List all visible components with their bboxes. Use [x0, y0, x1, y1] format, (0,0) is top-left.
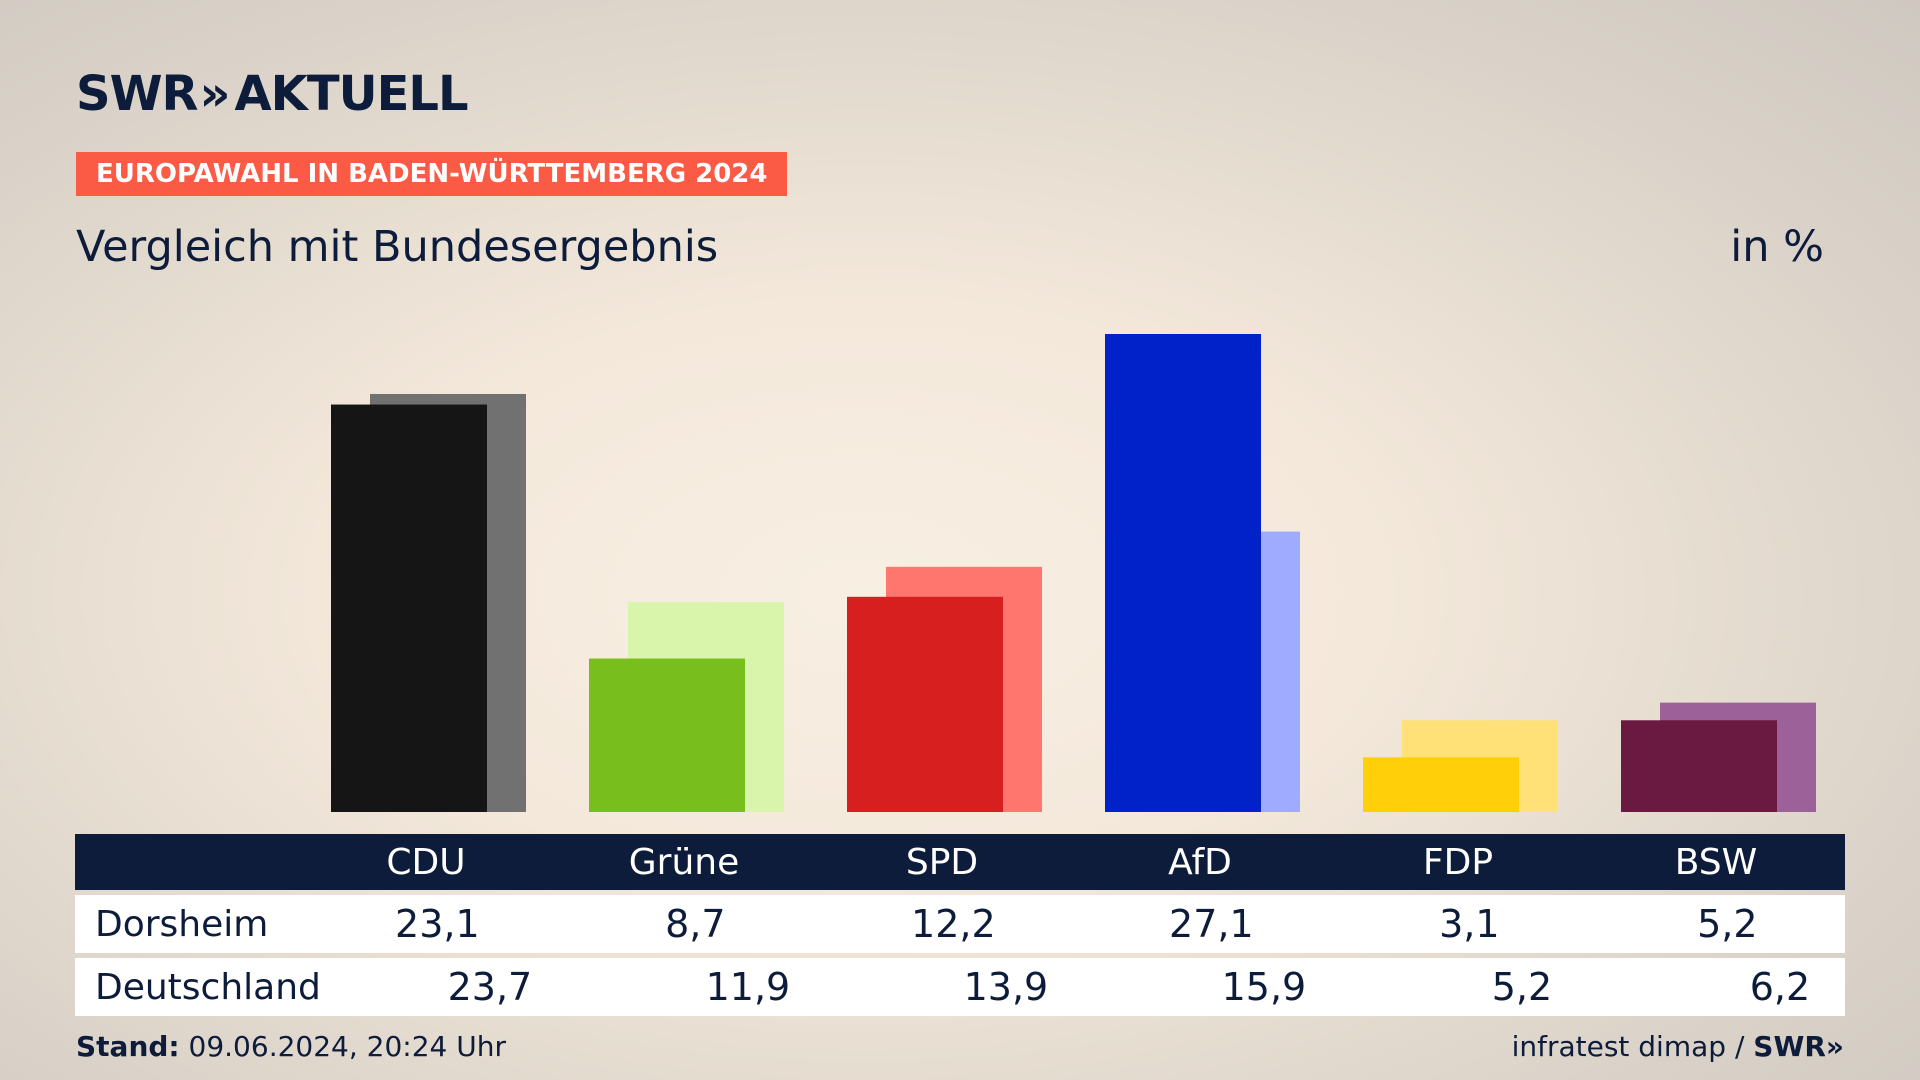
logo-suffix: AKTUELL [234, 66, 469, 122]
column-header-fdp: FDP [1422, 841, 1494, 883]
column-header-afd: AfD [1168, 841, 1232, 883]
bar-dorsheim-spd [847, 596, 1003, 812]
row-label: Dorsheim [95, 903, 269, 945]
table-cell: 23,7 [447, 965, 533, 1009]
table-header: CDU Grüne SPD AfD FDP BSW [75, 834, 1845, 890]
timestamp: Stand: 09.06.2024, 20:24 Uhr [76, 1030, 506, 1063]
bar-dorsheim-fdp [1363, 757, 1519, 812]
table-cell: 8,7 [665, 902, 726, 946]
results-table: CDU Grüne SPD AfD FDP BSW Dorsheim 23,1 8,7 1… [75, 834, 1845, 1016]
table-cell: 15,9 [1221, 965, 1307, 1009]
election-tagline: EUROPAWAHL IN BADEN-WÜRTTEMBERG 2024 [76, 152, 788, 196]
stand-label: Stand: [76, 1030, 180, 1063]
source-text: infratest dimap / [1511, 1030, 1745, 1063]
table-row-national: Deutschland 23,7 11,9 13,9 15,9 5,2 6,2 [75, 958, 1845, 1016]
unit-label: in % [1730, 222, 1824, 272]
bar-dorsheim-grüne [589, 658, 745, 812]
table-cell: 27,1 [1169, 902, 1254, 946]
bar-dorsheim-afd [1105, 334, 1261, 812]
table-row-local: Dorsheim 23,1 8,7 12,2 27,1 3,1 5,2 [75, 895, 1845, 953]
stand-value: 09.06.2024, 20:24 Uhr [188, 1030, 506, 1063]
bar-dorsheim-cdu [331, 404, 487, 812]
column-header-cdu: CDU [386, 841, 466, 883]
bar-chart [331, 334, 1816, 812]
table-cell: 13,9 [963, 965, 1049, 1009]
table-cell: 3,1 [1439, 902, 1500, 946]
table-cell: 11,9 [705, 965, 791, 1009]
table-cell: 6,2 [1749, 965, 1811, 1009]
table-header-cells: CDU Grüne SPD AfD FDP BSW [297, 842, 1845, 883]
source-brand: SWR» [1753, 1030, 1844, 1063]
row-cells: 23,7 11,9 13,9 15,9 5,2 6,2 [361, 965, 1909, 1009]
column-header-spd: SPD [905, 841, 979, 883]
table-cell: 5,2 [1697, 902, 1758, 946]
swr-aktuell-logo: SWR» AKTUELL [76, 66, 469, 122]
chart-subtitle: Vergleich mit Bundesergebnis [76, 222, 719, 272]
table-cell: 23,1 [395, 902, 480, 946]
row-cells: 23,1 8,7 12,2 27,1 3,1 5,2 [308, 902, 1856, 946]
column-header-bsw: BSW [1674, 841, 1758, 883]
table-cell: 5,2 [1491, 965, 1553, 1009]
bar-dorsheim-bsw [1621, 720, 1777, 812]
logo-text: SWR [76, 66, 198, 122]
row-label: Deutschland [95, 966, 321, 1008]
source-credit: infratest dimap / SWR» [1512, 1030, 1844, 1063]
table-cell: 12,2 [911, 902, 996, 946]
column-header-grüne: Grüne [628, 841, 740, 883]
